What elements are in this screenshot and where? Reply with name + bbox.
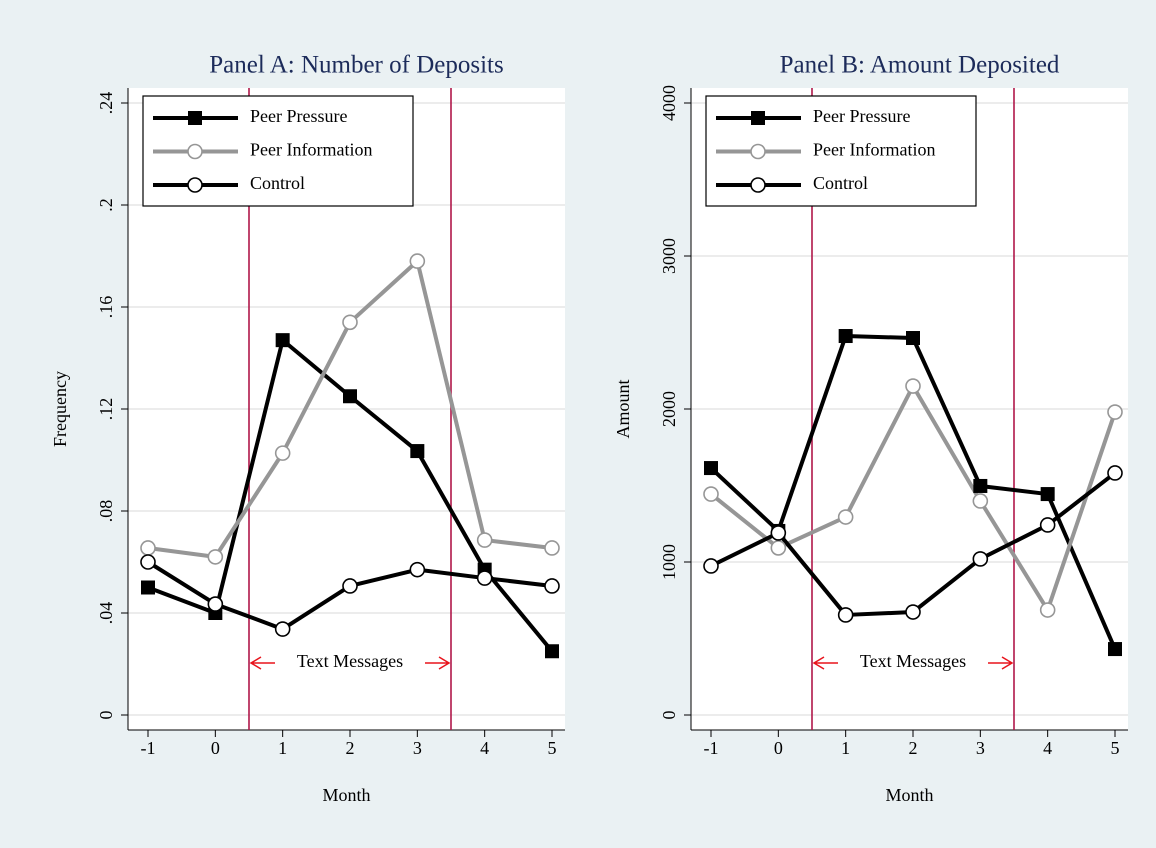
legend-marker	[751, 111, 765, 125]
x-tick-label: 4	[1043, 738, 1052, 758]
point	[140, 554, 156, 570]
point	[837, 607, 854, 623]
point	[207, 549, 224, 565]
point	[1108, 642, 1122, 657]
point	[1107, 465, 1123, 481]
point	[544, 540, 560, 556]
annotation: Text Messages	[297, 651, 403, 671]
x-tick-label: 4	[480, 738, 489, 758]
y-tick-label: .08	[96, 500, 116, 523]
x-tick-label: 2	[346, 738, 355, 758]
legend-label: Peer Information	[250, 140, 372, 160]
legend-marker	[188, 111, 202, 125]
y-tick-label: 2000	[659, 391, 679, 427]
legend-label: Peer Pressure	[250, 106, 347, 126]
legend-marker	[750, 177, 766, 193]
point	[1107, 404, 1123, 420]
y-tick-label: 0	[659, 711, 679, 720]
legend-label: Control	[250, 173, 305, 193]
point	[1039, 602, 1056, 618]
point	[409, 253, 426, 269]
point	[905, 604, 921, 620]
point	[274, 445, 291, 461]
x-axis-label: Month	[322, 785, 370, 805]
point	[476, 532, 493, 548]
point	[770, 525, 787, 541]
y-tick-label: 0	[96, 711, 116, 720]
point	[544, 578, 560, 594]
point	[545, 644, 559, 659]
point	[207, 596, 224, 612]
point	[973, 478, 988, 493]
y-tick-label: .12	[96, 398, 116, 421]
x-tick-label: 5	[548, 738, 557, 758]
point	[770, 540, 787, 556]
y-tick-label: .16	[96, 296, 116, 319]
point	[410, 444, 425, 459]
point	[972, 551, 989, 567]
y-tick-label: .2	[96, 198, 116, 212]
y-tick-label: .04	[96, 602, 116, 625]
point	[703, 486, 719, 502]
x-tick-label: 2	[909, 738, 918, 758]
point	[704, 461, 718, 476]
point	[275, 333, 290, 348]
x-tick-label: 0	[211, 738, 220, 758]
x-axis-label: Month	[885, 785, 933, 805]
point	[476, 570, 493, 586]
legend-marker	[187, 177, 203, 193]
point	[140, 540, 156, 556]
annotation-arrow	[812, 656, 838, 670]
point	[342, 314, 358, 331]
annotation-arrow	[425, 656, 451, 670]
y-tick-label: 4000	[659, 85, 679, 121]
x-tick-label: 1	[278, 738, 287, 758]
point	[1039, 517, 1056, 533]
point	[274, 621, 291, 637]
chart-title: Panel B: Amount Deposited	[780, 52, 1060, 79]
x-tick-label: 0	[774, 738, 783, 758]
annotation: Text Messages	[860, 651, 966, 671]
y-axis-label: Amount	[613, 379, 633, 438]
x-tick-label: -1	[141, 738, 156, 758]
point	[905, 378, 921, 394]
y-axis-label: Frequency	[50, 371, 70, 447]
annotation-arrow	[988, 656, 1014, 670]
x-tick-label: -1	[704, 738, 719, 758]
x-tick-label: 5	[1111, 738, 1120, 758]
point	[343, 389, 357, 404]
point	[141, 580, 155, 595]
x-tick-label: 3	[413, 738, 422, 758]
point	[906, 331, 920, 346]
y-tick-label: .24	[96, 92, 116, 115]
point	[342, 578, 358, 594]
annotation-arrow	[249, 656, 275, 670]
point	[837, 509, 854, 525]
point	[1040, 487, 1055, 502]
legend-label: Peer Information	[813, 140, 935, 160]
x-tick-label: 1	[841, 738, 850, 758]
point	[409, 561, 426, 578]
legend-label: Control	[813, 173, 868, 193]
legend-label: Peer Pressure	[813, 106, 910, 126]
point	[972, 493, 989, 509]
y-tick-label: 3000	[659, 238, 679, 274]
legend-marker	[750, 143, 766, 160]
legend-marker	[187, 143, 203, 160]
y-tick-label: 1000	[659, 544, 679, 580]
chart-title: Panel A: Number of Deposits	[209, 52, 503, 79]
point	[838, 329, 853, 344]
point	[703, 558, 719, 574]
x-tick-label: 3	[976, 738, 985, 758]
